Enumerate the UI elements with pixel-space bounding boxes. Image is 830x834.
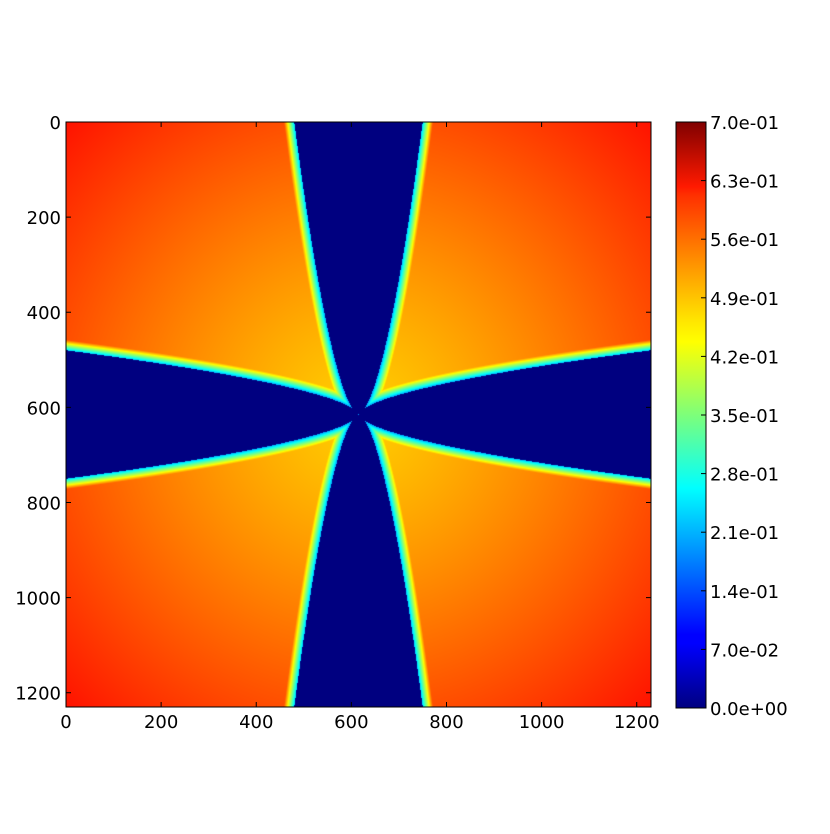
x-tick-label: 1000 <box>519 712 565 733</box>
x-axis: 0 200 400 600 800 1000 1200 <box>60 122 660 733</box>
colorbar-tick-label: 2.8e-01 <box>710 465 779 486</box>
colorbar-tick-label: 4.9e-01 <box>710 289 779 310</box>
y-tick-label: 1000 <box>15 589 61 610</box>
colorbar-tick-label: 3.5e-01 <box>710 406 779 427</box>
y-tick-label: 0 <box>50 113 61 134</box>
x-tick-label: 200 <box>144 712 178 733</box>
colorbar: 0.0e+00 7.0e-02 1.4e-01 2.1e-01 2.8e-01 3.5e-… <box>675 113 788 720</box>
heatmap-image-wrapper <box>66 122 651 707</box>
colorbar-tick-label: 7.0e-01 <box>710 113 779 134</box>
y-tick-label: 1200 <box>15 684 61 705</box>
x-tick-label: 400 <box>239 712 273 733</box>
colorbar-ticks: 0.0e+00 7.0e-02 1.4e-01 2.1e-01 2.8e-01 3.5e-… <box>701 113 788 720</box>
x-tick-label: 800 <box>429 712 463 733</box>
colorbar-tick-label: 2.1e-01 <box>710 523 779 544</box>
y-tick-label: 800 <box>27 493 61 514</box>
colorbar-tick-label: 4.2e-01 <box>710 347 779 368</box>
y-tick-label: 400 <box>27 303 61 324</box>
colorbar-tick-label: 0.0e+00 <box>710 699 788 720</box>
colorbar-tick-label: 1.4e-01 <box>710 582 779 603</box>
colorbar-tick-label: 5.6e-01 <box>710 230 779 251</box>
x-tick-label: 0 <box>60 712 71 733</box>
y-tick-label: 200 <box>27 208 61 229</box>
heatmap-canvas <box>66 122 651 707</box>
plot-frame <box>65 121 652 708</box>
colorbar-tick-label: 7.0e-02 <box>710 640 779 661</box>
x-tick-label: 1200 <box>614 712 660 733</box>
colorbar-tick-label: 6.3e-01 <box>710 172 779 193</box>
x-tick-label: 600 <box>334 712 368 733</box>
y-tick-label: 600 <box>27 398 61 419</box>
y-axis: 0 200 400 600 800 1000 1200 <box>15 113 651 705</box>
heatmap-plot-area <box>65 121 652 708</box>
